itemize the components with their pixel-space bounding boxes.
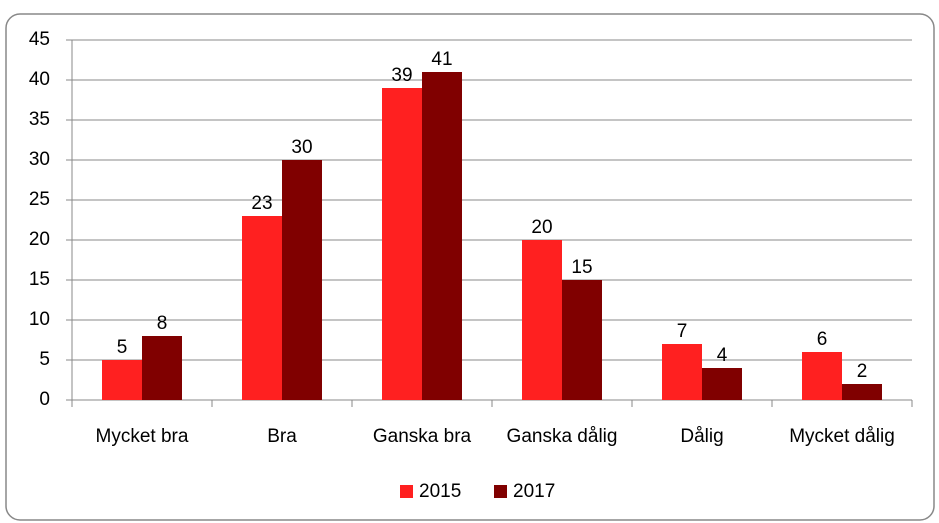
data-label: 8 xyxy=(157,313,168,334)
bar xyxy=(422,72,462,400)
data-label: 7 xyxy=(677,321,688,342)
x-tick-label: Mycket bra xyxy=(96,426,189,447)
legend-label: 2017 xyxy=(513,481,555,502)
y-tick-label: 5 xyxy=(39,349,50,370)
bar xyxy=(522,240,562,400)
legend-swatch xyxy=(494,485,507,498)
data-label: 20 xyxy=(531,217,552,238)
x-tick-label: Ganska bra xyxy=(373,426,472,447)
bar xyxy=(142,336,182,400)
legend-label: 2015 xyxy=(419,481,461,502)
bar xyxy=(802,352,842,400)
x-tick-label: Ganska dålig xyxy=(507,426,618,447)
y-tick-label: 25 xyxy=(29,189,50,210)
data-label: 41 xyxy=(431,49,452,70)
data-label: 23 xyxy=(251,193,272,214)
bar xyxy=(382,88,422,400)
y-tick-label: 20 xyxy=(29,229,50,250)
data-label: 39 xyxy=(391,65,412,86)
bar xyxy=(282,160,322,400)
y-tick-label: 10 xyxy=(29,309,50,330)
bar xyxy=(702,368,742,400)
y-tick-label: 35 xyxy=(29,109,50,130)
data-label: 4 xyxy=(717,345,728,366)
data-label: 30 xyxy=(291,137,312,158)
legend-swatch xyxy=(400,485,413,498)
data-label: 15 xyxy=(571,257,592,278)
bar xyxy=(662,344,702,400)
x-tick-label: Bra xyxy=(267,426,297,447)
y-tick-label: 0 xyxy=(39,389,50,410)
bar xyxy=(242,216,282,400)
y-tick-label: 45 xyxy=(29,29,50,50)
x-tick-label: Mycket dålig xyxy=(789,426,895,447)
x-tick-label: Dålig xyxy=(680,426,723,447)
y-tick-label: 40 xyxy=(29,69,50,90)
y-tick-label: 30 xyxy=(29,149,50,170)
bar xyxy=(562,280,602,400)
data-label: 6 xyxy=(817,329,828,350)
data-label: 5 xyxy=(117,337,128,358)
bar xyxy=(842,384,882,400)
y-tick-label: 15 xyxy=(29,269,50,290)
bar xyxy=(102,360,142,400)
data-label: 2 xyxy=(857,361,868,382)
